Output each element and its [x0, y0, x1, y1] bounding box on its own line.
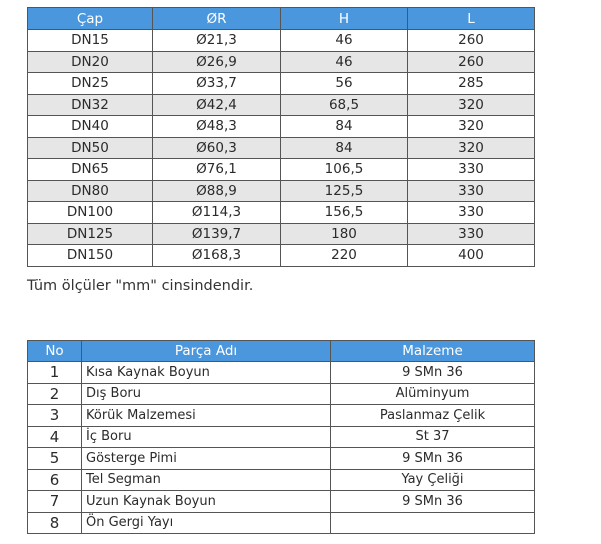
cell-or: Ø33,7 — [152, 72, 281, 95]
cell-l: 320 — [407, 136, 535, 159]
table-row: 6 Tel Segman Yay Çeliği — [27, 468, 535, 491]
cell-h: 125,5 — [280, 179, 408, 202]
cell-or: Ø139,7 — [152, 222, 281, 245]
table-row: DN32 Ø42,4 68,5 320 — [27, 93, 535, 116]
cell-cap: DN50 — [27, 136, 153, 159]
cell-material: Alüminyum — [330, 382, 535, 405]
cell-l: 260 — [407, 29, 535, 52]
cell-l: 330 — [407, 222, 535, 245]
parts-header-row: No Parça Adı Malzeme — [27, 340, 535, 362]
cell-part-name: İç Boru — [81, 425, 331, 448]
cell-material: 9 SMn 36 — [330, 447, 535, 470]
cell-cap: DN20 — [27, 50, 153, 73]
units-note: Tüm ölçüler "mm" cinsindendir. — [27, 278, 254, 294]
table-row: DN40 Ø48,3 84 320 — [27, 115, 535, 138]
cell-or: Ø26,9 — [152, 50, 281, 73]
dimensions-header-row: Çap ØR H L — [27, 7, 535, 30]
cell-l: 320 — [407, 115, 535, 138]
cell-part-name: Kısa Kaynak Boyun — [81, 361, 331, 384]
table-row: DN50 Ø60,3 84 320 — [27, 136, 535, 159]
cell-l: 400 — [407, 244, 535, 267]
cell-l: 260 — [407, 50, 535, 73]
cell-part-name: Gösterge Pimi — [81, 447, 331, 470]
cell-or: Ø42,4 — [152, 93, 281, 116]
cell-cap: DN150 — [27, 244, 153, 267]
cell-material: 9 SMn 36 — [330, 490, 535, 513]
cell-material — [330, 511, 535, 534]
cell-material: Paslanmaz Çelik — [330, 404, 535, 427]
table-row: 8 Ön Gergi Yayı — [27, 511, 535, 534]
cell-or: Ø114,3 — [152, 201, 281, 224]
cell-part-name: Dış Boru — [81, 382, 331, 405]
cell-material: St 37 — [330, 425, 535, 448]
cell-h: 46 — [280, 50, 408, 73]
cell-h: 106,5 — [280, 158, 408, 181]
header-material: Malzeme — [330, 340, 535, 362]
table-row: 1 Kısa Kaynak Boyun 9 SMn 36 — [27, 361, 535, 384]
table-row: 2 Dış Boru Alüminyum — [27, 382, 535, 405]
table-row: DN20 Ø26,9 46 260 — [27, 50, 535, 73]
table-row: DN125 Ø139,7 180 330 — [27, 222, 535, 245]
cell-or: Ø76,1 — [152, 158, 281, 181]
parts-table: No Parça Adı Malzeme 1 Kısa Kaynak Boyun… — [27, 340, 535, 534]
cell-h: 56 — [280, 72, 408, 95]
cell-l: 330 — [407, 179, 535, 202]
cell-l: 320 — [407, 93, 535, 116]
cell-l: 285 — [407, 72, 535, 95]
cell-part-name: Uzun Kaynak Boyun — [81, 490, 331, 513]
cell-h: 84 — [280, 115, 408, 138]
cell-cap: DN125 — [27, 222, 153, 245]
table-row: DN100 Ø114,3 156,5 330 — [27, 201, 535, 224]
cell-no: 3 — [27, 404, 82, 427]
header-l: L — [407, 7, 535, 30]
cell-h: 156,5 — [280, 201, 408, 224]
cell-or: Ø48,3 — [152, 115, 281, 138]
cell-no: 8 — [27, 511, 82, 534]
table-row: DN25 Ø33,7 56 285 — [27, 72, 535, 95]
cell-material: Yay Çeliği — [330, 468, 535, 491]
table-row: 7 Uzun Kaynak Boyun 9 SMn 36 — [27, 490, 535, 513]
cell-no: 7 — [27, 490, 82, 513]
cell-cap: DN32 — [27, 93, 153, 116]
cell-part-name: Körük Malzemesi — [81, 404, 331, 427]
header-no: No — [27, 340, 82, 362]
dimensions-table: Çap ØR H L DN15 Ø21,3 46 260 DN20 Ø26,9 … — [27, 7, 535, 267]
cell-cap: DN80 — [27, 179, 153, 202]
cell-cap: DN40 — [27, 115, 153, 138]
cell-cap: DN65 — [27, 158, 153, 181]
cell-l: 330 — [407, 158, 535, 181]
cell-no: 5 — [27, 447, 82, 470]
header-part-name: Parça Adı — [81, 340, 331, 362]
table-row: DN15 Ø21,3 46 260 — [27, 29, 535, 52]
cell-l: 330 — [407, 201, 535, 224]
cell-or: Ø88,9 — [152, 179, 281, 202]
cell-part-name: Tel Segman — [81, 468, 331, 491]
table-row: 5 Gösterge Pimi 9 SMn 36 — [27, 447, 535, 470]
cell-no: 4 — [27, 425, 82, 448]
cell-material: 9 SMn 36 — [330, 361, 535, 384]
cell-or: Ø60,3 — [152, 136, 281, 159]
table-row: 3 Körük Malzemesi Paslanmaz Çelik — [27, 404, 535, 427]
cell-cap: DN100 — [27, 201, 153, 224]
cell-part-name: Ön Gergi Yayı — [81, 511, 331, 534]
cell-no: 2 — [27, 382, 82, 405]
table-row: DN80 Ø88,9 125,5 330 — [27, 179, 535, 202]
table-row: DN150 Ø168,3 220 400 — [27, 244, 535, 267]
cell-or: Ø168,3 — [152, 244, 281, 267]
cell-h: 46 — [280, 29, 408, 52]
header-or: ØR — [152, 7, 281, 30]
cell-cap: DN25 — [27, 72, 153, 95]
cell-h: 220 — [280, 244, 408, 267]
cell-or: Ø21,3 — [152, 29, 281, 52]
header-cap: Çap — [27, 7, 153, 30]
cell-no: 6 — [27, 468, 82, 491]
header-h: H — [280, 7, 408, 30]
cell-cap: DN15 — [27, 29, 153, 52]
table-row: 4 İç Boru St 37 — [27, 425, 535, 448]
cell-h: 84 — [280, 136, 408, 159]
table-row: DN65 Ø76,1 106,5 330 — [27, 158, 535, 181]
cell-no: 1 — [27, 361, 82, 384]
cell-h: 68,5 — [280, 93, 408, 116]
cell-h: 180 — [280, 222, 408, 245]
